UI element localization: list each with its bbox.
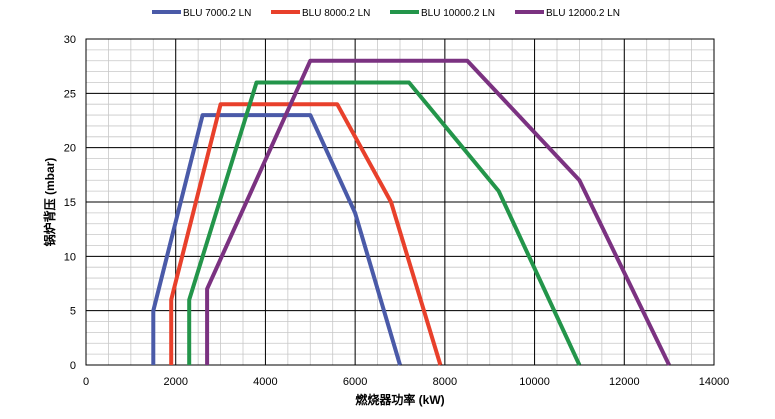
y-tick-label: 15 — [64, 197, 76, 209]
y-tick-label: 10 — [64, 251, 76, 263]
x-axis-ticks: 0 2000 4000 6000 8000 10000 12000 14000 — [83, 376, 729, 388]
series-line-2 — [169, 102, 443, 366]
y-tick-label: 30 — [64, 34, 76, 46]
legend-label-2: BLU 8000.2 LN — [302, 8, 370, 19]
y-tick-label: 25 — [64, 88, 76, 100]
x-axis-title: 燃烧器功率 (kW) — [355, 392, 444, 407]
legend: BLU 7000.2 LN BLU 8000.2 LN BLU 10000.2 LN… — [152, 8, 620, 19]
x-tick-label: 12000 — [609, 376, 640, 388]
series-line-1 — [151, 113, 402, 366]
x-tick-label: 14000 — [699, 376, 730, 388]
y-axis-ticks: 0 5 10 15 20 25 30 — [64, 34, 76, 372]
x-tick-label: 8000 — [433, 376, 457, 388]
series-line-4 — [205, 58, 671, 366]
x-tick-label: 2000 — [163, 376, 187, 388]
x-tick-label: 4000 — [253, 376, 277, 388]
x-tick-label: 6000 — [343, 376, 367, 388]
legend-label-1: BLU 7000.2 LN — [183, 8, 251, 19]
y-tick-label: 20 — [64, 143, 76, 155]
x-tick-label: 0 — [83, 376, 89, 388]
x-tick-label: 10000 — [519, 376, 550, 388]
series-line-3 — [187, 80, 582, 366]
legend-label-4: BLU 12000.2 LN — [546, 8, 620, 19]
y-tick-label: 5 — [70, 306, 76, 318]
legend-label-3: BLU 10000.2 LN — [421, 8, 495, 19]
series-lines — [151, 58, 671, 366]
y-axis-title: 锅炉背压 (mbar) — [42, 158, 57, 247]
y-tick-label: 0 — [70, 360, 76, 372]
